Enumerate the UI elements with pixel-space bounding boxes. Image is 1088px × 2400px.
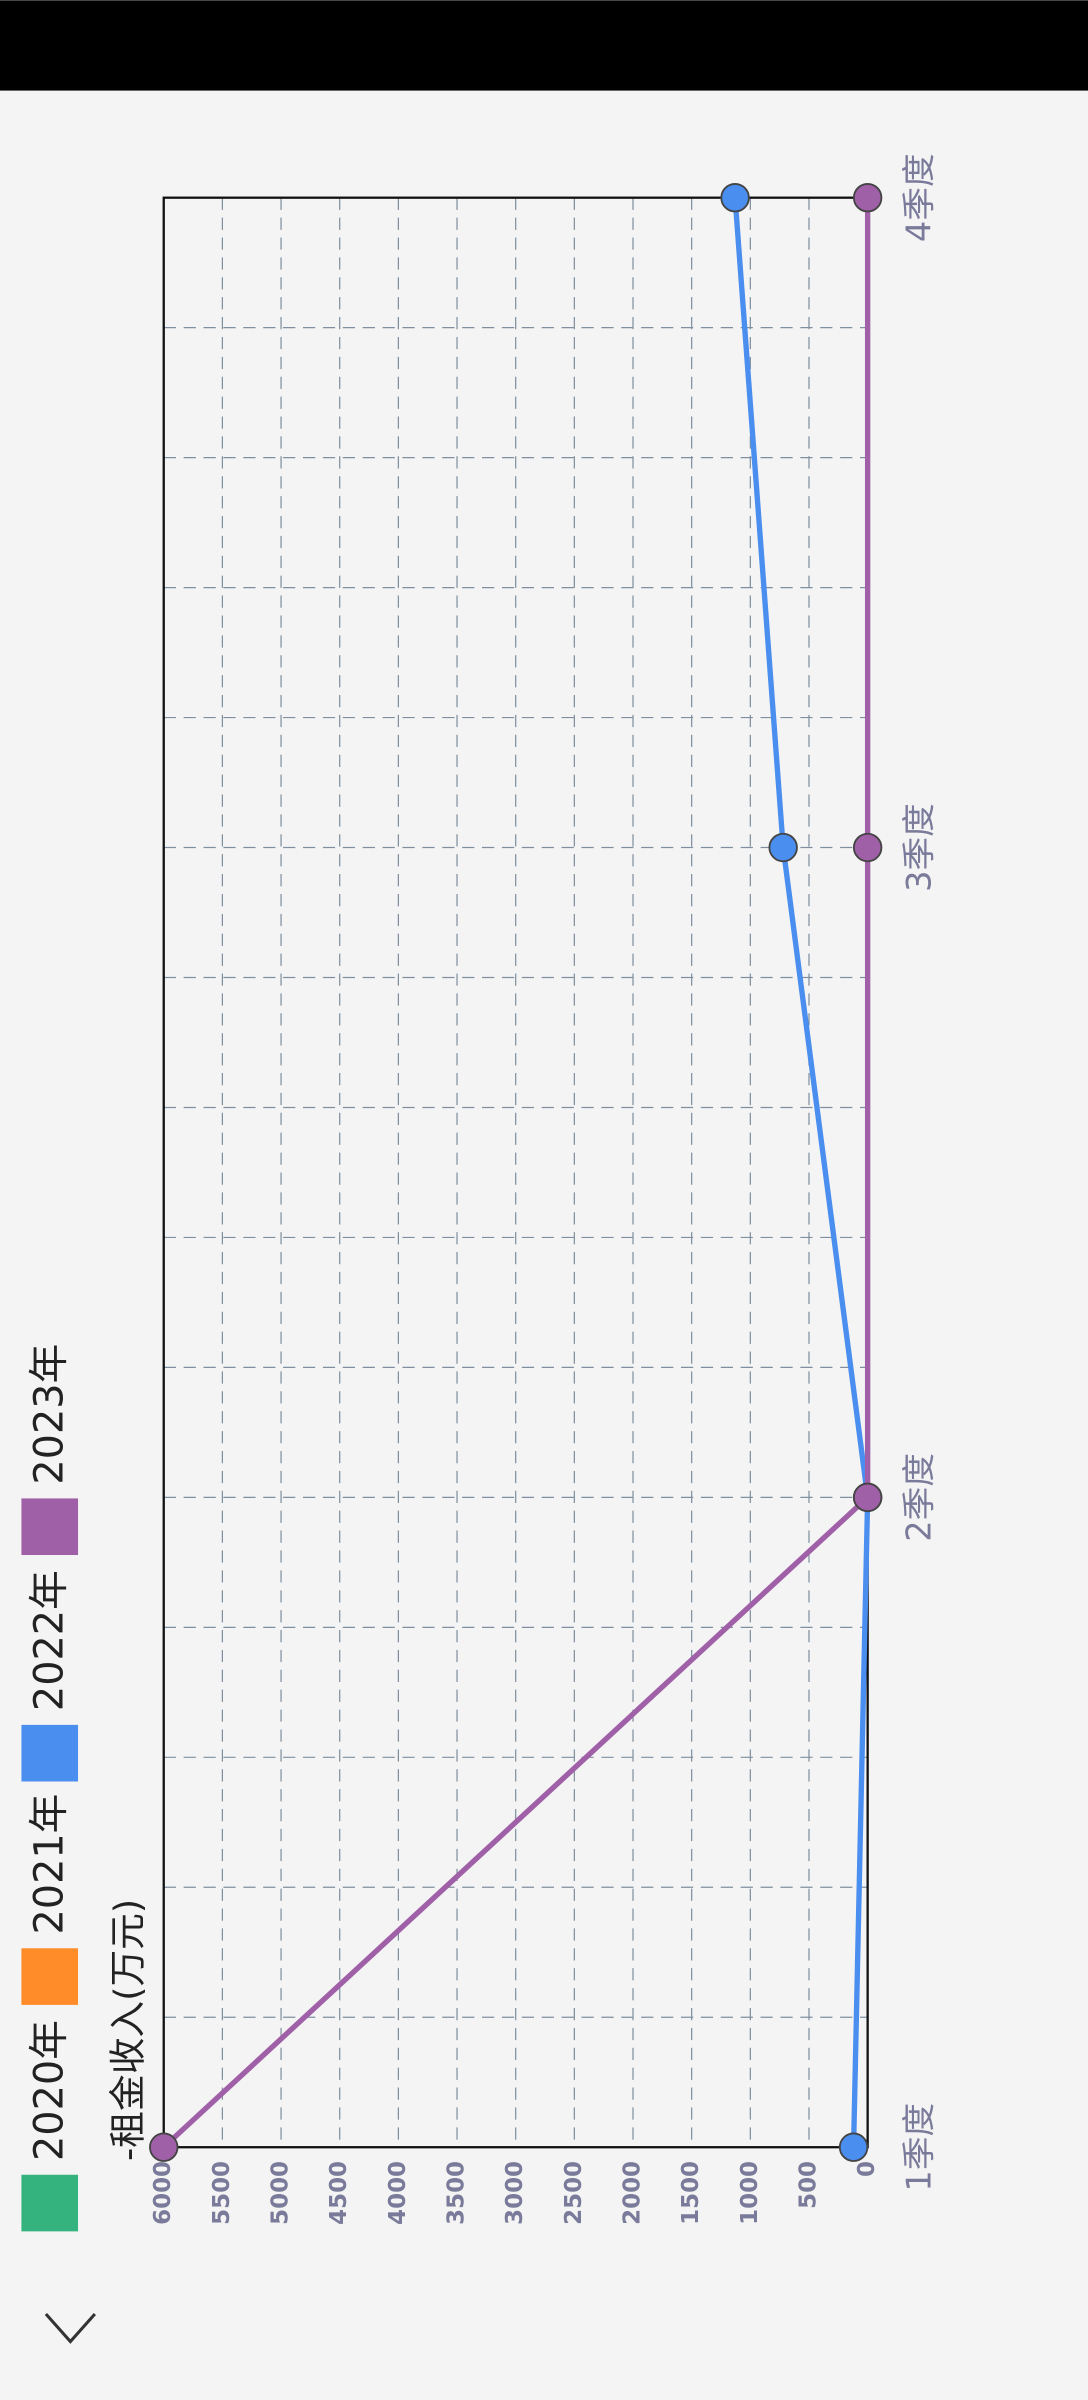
- y-tick-label: 5000: [268, 2161, 294, 2225]
- x-tick-label: 2季度: [900, 1453, 939, 1542]
- y-tick-label: 500: [795, 2161, 821, 2209]
- legend-swatch: [21, 1724, 79, 1782]
- data-point: [768, 832, 798, 863]
- y-tick-label: 0: [854, 2161, 880, 2177]
- data-point: [720, 183, 750, 213]
- series-line: [161, 197, 871, 2150]
- series-line: [732, 197, 871, 2148]
- legend-label: 2023年: [27, 1344, 73, 1485]
- back-chevron[interactable]: [44, 2312, 97, 2344]
- x-tick-label: 3季度: [900, 803, 939, 892]
- y-tick-label: 2000: [620, 2161, 646, 2225]
- legend-swatch: [21, 1948, 79, 2005]
- y-tick-label: 3000: [502, 2161, 528, 2225]
- y-tick-label: 1000: [737, 2161, 763, 2225]
- legend-label: 2022年: [27, 1570, 73, 1711]
- chart-title: -租金收入(万元): [107, 1899, 150, 2161]
- legend-label: 2020年: [27, 2020, 73, 2161]
- y-tick-label: 2500: [561, 2161, 587, 2225]
- y-tick-label: 3500: [444, 2161, 470, 2225]
- legend-swatch: [21, 2174, 79, 2232]
- y-tick-label: 5500: [209, 2161, 235, 2225]
- legend-label: 2021年: [27, 1794, 73, 1935]
- legend-swatch: [21, 1498, 79, 1556]
- data-point: [838, 2132, 869, 2162]
- y-tick-label: 6000: [150, 2161, 176, 2225]
- x-tick-label: 1季度: [900, 2103, 939, 2192]
- x-tick-label: 4季度: [900, 153, 939, 242]
- status-bar: [0, 0, 1088, 91]
- data-point: [852, 832, 883, 863]
- data-point: [852, 1482, 883, 1513]
- data-point: [149, 2132, 179, 2162]
- y-tick-label: 4000: [385, 2161, 411, 2225]
- data-point: [852, 183, 883, 213]
- y-tick-label: 4500: [326, 2161, 352, 2225]
- y-tick-label: 1500: [678, 2161, 704, 2225]
